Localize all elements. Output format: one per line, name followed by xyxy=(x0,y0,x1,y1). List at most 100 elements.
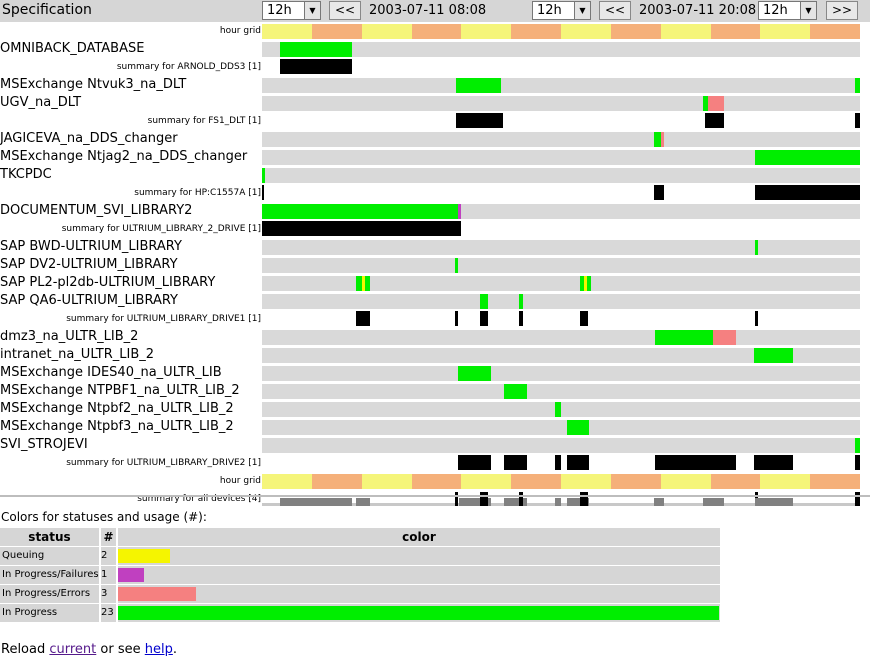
device-track xyxy=(262,330,860,345)
usage-bar[interactable] xyxy=(519,492,523,506)
summary-bar[interactable] xyxy=(262,185,264,200)
hour-block xyxy=(711,24,760,39)
usage-bar[interactable] xyxy=(755,498,793,506)
usage-bar[interactable] xyxy=(480,492,488,506)
usage-bar[interactable] xyxy=(356,498,370,506)
prev-end-button[interactable]: << xyxy=(599,1,631,20)
summary-bar[interactable] xyxy=(705,113,724,128)
summary-bar[interactable] xyxy=(458,455,491,470)
help-link[interactable]: help xyxy=(144,642,173,657)
activity-bar[interactable] xyxy=(855,78,860,93)
activity-bar[interactable] xyxy=(504,384,527,399)
activity-bar[interactable] xyxy=(703,96,708,111)
current-link[interactable]: current xyxy=(49,642,97,657)
legend-row: Queuing 2 xyxy=(0,547,720,565)
activity-bar[interactable] xyxy=(519,294,523,309)
device-track xyxy=(262,42,860,57)
summary-bar[interactable] xyxy=(480,311,488,326)
activity-bar[interactable] xyxy=(262,168,265,183)
activity-bar[interactable] xyxy=(262,204,458,219)
device-track xyxy=(262,438,860,453)
summary-bar[interactable] xyxy=(455,311,458,326)
legend-header-color: color xyxy=(118,528,720,546)
device-track xyxy=(262,294,860,309)
activity-bar[interactable] xyxy=(713,330,736,345)
device-label: DOCUMENTUM_SVI_LIBRARY2 xyxy=(0,203,193,218)
activity-bar[interactable] xyxy=(654,132,661,147)
summary-bar[interactable] xyxy=(855,113,860,128)
range-end-select[interactable]: 12h ▼ xyxy=(532,1,591,20)
activity-bar[interactable] xyxy=(362,276,365,291)
activity-bar[interactable] xyxy=(755,240,758,255)
summary-bar[interactable] xyxy=(567,455,589,470)
activity-bar[interactable] xyxy=(280,42,352,57)
activity-bar[interactable] xyxy=(580,276,584,291)
activity-bar[interactable] xyxy=(755,150,860,165)
activity-bar[interactable] xyxy=(708,96,724,111)
device-label: SAP DV2-ULTRIUM_LIBRARY xyxy=(0,257,178,272)
activity-bar[interactable] xyxy=(587,276,591,291)
activity-bar[interactable] xyxy=(567,420,589,435)
device-track xyxy=(262,258,860,273)
usage-bar[interactable] xyxy=(654,498,664,506)
prev-start-button[interactable]: << xyxy=(329,1,361,20)
summary-bar[interactable] xyxy=(855,455,860,470)
summary-bar[interactable] xyxy=(655,455,736,470)
usage-bar[interactable] xyxy=(280,498,352,506)
activity-bar[interactable] xyxy=(356,276,362,291)
legend-status: In Progress/Failures xyxy=(0,566,99,584)
legend-status: Queuing xyxy=(0,547,99,565)
activity-bar[interactable] xyxy=(458,204,461,219)
activity-bar[interactable] xyxy=(458,366,491,381)
legend-color-swatch xyxy=(118,549,170,563)
chevron-down-icon: ▼ xyxy=(800,2,816,19)
hour-block xyxy=(661,474,711,489)
legend-status: In Progress/Errors xyxy=(0,585,99,603)
summary-bar[interactable] xyxy=(456,113,503,128)
summary-track xyxy=(262,221,860,236)
usage-bar[interactable] xyxy=(855,492,860,506)
activity-bar[interactable] xyxy=(754,348,793,363)
device-track xyxy=(262,384,860,399)
usage-bar[interactable] xyxy=(459,498,491,506)
summary-bar[interactable] xyxy=(504,455,527,470)
usage-bar[interactable] xyxy=(504,498,527,506)
summary-bar[interactable] xyxy=(755,185,860,200)
activity-bar[interactable] xyxy=(655,330,713,345)
summary-bar[interactable] xyxy=(280,59,352,74)
device-label: MSExchange Ntpbf3_na_ULTR_LIB_2 xyxy=(0,419,234,434)
activity-bar[interactable] xyxy=(555,402,561,417)
legend-title: Colors for statuses and usage (#): xyxy=(1,510,207,524)
range-length-select[interactable]: 12h ▼ xyxy=(758,1,817,20)
activity-bar[interactable] xyxy=(661,132,664,147)
hour-grid-label: hour grid xyxy=(219,26,261,36)
next-button[interactable]: >> xyxy=(826,1,858,20)
usage-bar[interactable] xyxy=(703,498,724,506)
usage-bar[interactable] xyxy=(555,498,561,506)
activity-bar[interactable] xyxy=(456,78,501,93)
range-start-select[interactable]: 12h ▼ xyxy=(262,1,321,20)
summary-bar[interactable] xyxy=(580,311,588,326)
hour-grid-band xyxy=(262,24,860,39)
hour-block xyxy=(810,474,860,489)
device-track xyxy=(262,204,860,219)
usage-bar[interactable] xyxy=(455,492,458,506)
hour-block xyxy=(362,474,412,489)
usage-bar[interactable] xyxy=(580,492,588,506)
activity-bar[interactable] xyxy=(455,258,458,273)
device-track xyxy=(262,420,860,435)
hour-block xyxy=(461,24,511,39)
summary-bar[interactable] xyxy=(356,311,370,326)
activity-bar[interactable] xyxy=(365,276,370,291)
summary-bar[interactable] xyxy=(755,311,758,326)
usage-bar[interactable] xyxy=(567,498,589,506)
summary-bar[interactable] xyxy=(555,455,561,470)
summary-bar[interactable] xyxy=(754,455,793,470)
activity-bar[interactable] xyxy=(584,276,587,291)
activity-bar[interactable] xyxy=(855,438,860,453)
chevron-down-icon: ▼ xyxy=(574,2,590,19)
summary-bar[interactable] xyxy=(262,221,461,236)
activity-bar[interactable] xyxy=(480,294,488,309)
summary-bar[interactable] xyxy=(654,185,664,200)
summary-bar[interactable] xyxy=(519,311,523,326)
